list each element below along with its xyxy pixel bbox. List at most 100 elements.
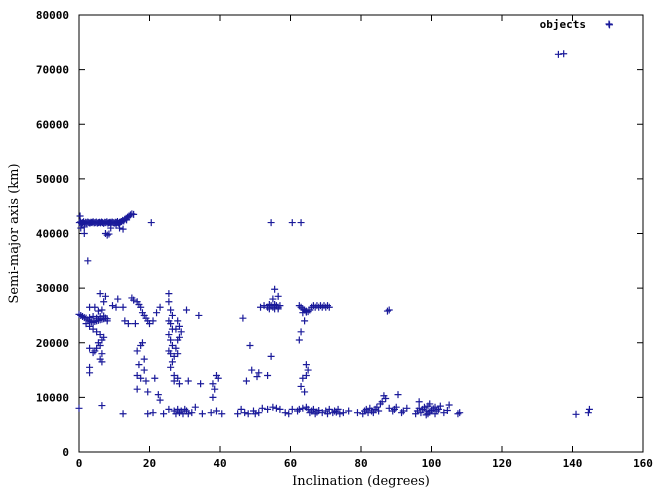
data-point [165, 405, 173, 413]
data-point [385, 306, 393, 314]
data-point [325, 405, 333, 413]
data-point [112, 303, 120, 311]
data-point [382, 394, 390, 402]
data-point [375, 407, 383, 415]
y-tick-label: 10000 [36, 391, 69, 404]
data-point [353, 409, 361, 417]
data-point [135, 361, 143, 369]
data-point [274, 305, 282, 313]
data-point [315, 406, 323, 414]
data-point [160, 410, 168, 418]
x-tick-label: 60 [284, 457, 297, 470]
data-point [207, 409, 215, 417]
data-point [585, 405, 593, 413]
data-point [153, 309, 161, 317]
data-point [269, 295, 277, 303]
data-point [103, 231, 111, 239]
data-point [140, 366, 148, 374]
x-tick-label: 40 [213, 457, 226, 470]
data-point [184, 377, 192, 385]
data-point [131, 320, 139, 328]
data-point [584, 409, 592, 417]
x-tick-label: 80 [354, 457, 367, 470]
data-point [242, 377, 250, 385]
data-point [112, 221, 120, 229]
data-point [175, 322, 183, 330]
data-point [137, 374, 145, 382]
data-point [116, 224, 124, 232]
data-point [398, 409, 406, 417]
x-tick-label: 120 [492, 457, 512, 470]
data-point [297, 328, 305, 336]
data-point [440, 409, 448, 417]
data-point [174, 350, 182, 358]
data-point [258, 404, 266, 412]
data-point [181, 405, 189, 413]
data-point [299, 374, 307, 382]
data-point [198, 410, 206, 418]
data-point [121, 317, 129, 325]
data-point [276, 302, 284, 310]
data-point [191, 403, 199, 411]
data-point [119, 303, 127, 311]
data-point [93, 328, 101, 336]
y-tick-label: 30000 [36, 282, 69, 295]
data-point [267, 219, 275, 227]
data-point [241, 409, 249, 417]
data-point [301, 388, 309, 396]
data-point [324, 410, 332, 418]
data-point [383, 307, 391, 315]
data-point [211, 385, 219, 393]
data-point [174, 336, 182, 344]
data-point [255, 409, 263, 417]
data-point [415, 404, 423, 412]
data-point [96, 331, 104, 339]
data-point [96, 290, 104, 298]
data-point [415, 398, 423, 406]
data-point [89, 325, 97, 333]
y-tick-label: 60000 [36, 118, 69, 131]
data-point [103, 317, 111, 325]
data-point [422, 411, 430, 419]
data-point [309, 405, 317, 413]
data-point [257, 303, 265, 311]
data-point [445, 401, 453, 409]
data-point [431, 410, 439, 418]
data-point [133, 347, 141, 355]
data-point [260, 302, 268, 310]
data-point [306, 409, 314, 417]
data-point [244, 410, 252, 418]
data-point [392, 403, 400, 411]
data-point [295, 302, 303, 310]
data-point [214, 374, 222, 382]
data-point [420, 403, 428, 411]
data-point [98, 402, 106, 410]
data-point [301, 317, 309, 325]
data-point [378, 398, 386, 406]
data-point [119, 410, 127, 418]
y-tick-label: 0 [62, 446, 69, 459]
data-point [76, 212, 84, 220]
data-point [82, 320, 90, 328]
data-point [114, 295, 122, 303]
data-point [281, 409, 289, 417]
data-point [188, 409, 196, 417]
data-point [385, 404, 393, 412]
data-point [108, 302, 116, 310]
data-point [174, 317, 182, 325]
data-point [362, 405, 370, 413]
data-point [209, 380, 217, 388]
data-point [325, 303, 333, 311]
data-point [165, 298, 173, 306]
data-point [297, 382, 305, 390]
y-axis-title: Semi-major axis (km) [7, 163, 22, 303]
data-point [98, 306, 106, 314]
data-point [572, 410, 580, 418]
data-point [172, 325, 180, 333]
data-point [80, 223, 88, 231]
data-point [86, 322, 94, 330]
data-point [295, 405, 303, 413]
data-point [269, 403, 277, 411]
data-point [137, 303, 145, 311]
